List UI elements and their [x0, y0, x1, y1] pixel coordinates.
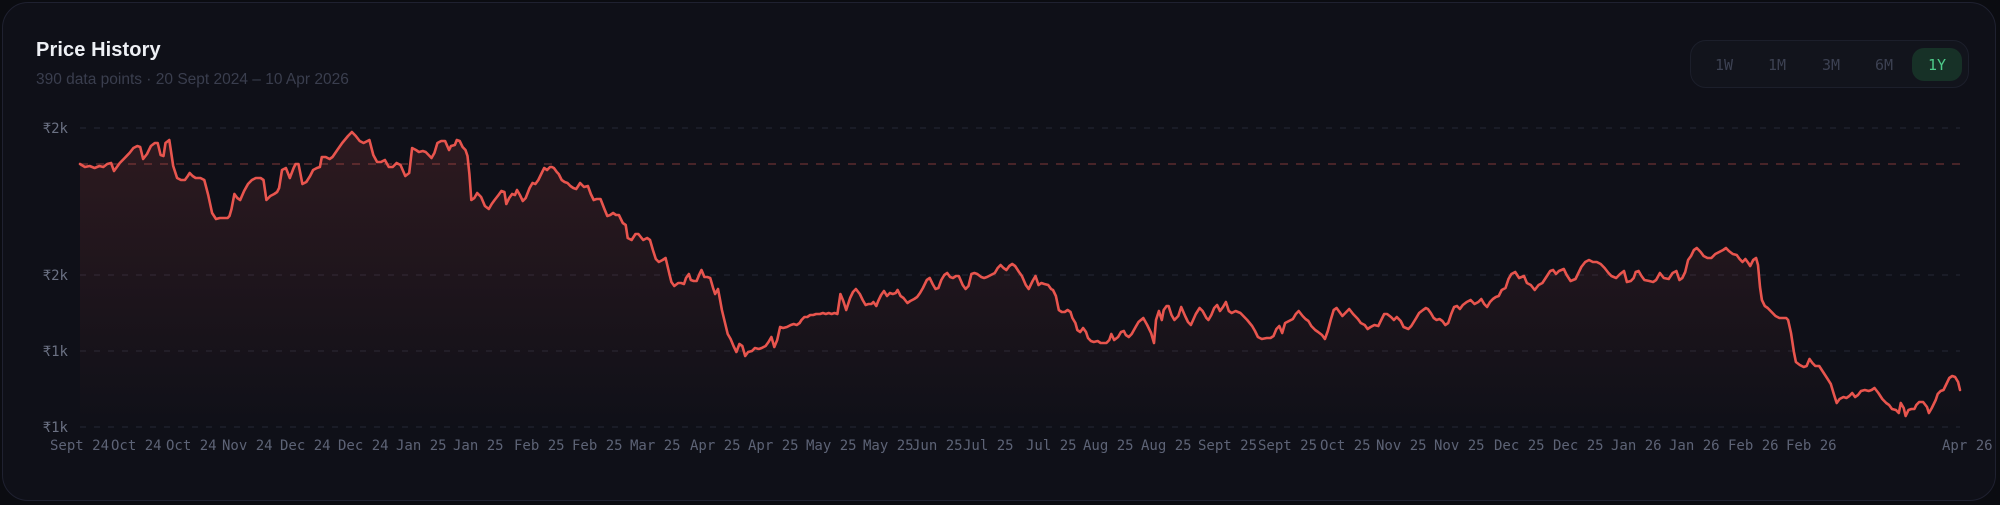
x-tick-label: Mar 25 [630, 438, 681, 454]
x-tick-label: Feb 25 [514, 438, 565, 454]
x-tick-label: Feb 26 [1786, 438, 1837, 454]
x-tick-label: Feb 26 [1728, 438, 1779, 454]
x-tick-label: May 25 [863, 438, 914, 454]
price-area [80, 132, 1960, 430]
x-tick-label: Nov 24 [222, 438, 273, 454]
x-tick-label: Jan 26 [1611, 438, 1662, 454]
range-1y-button[interactable]: 1Y [1912, 48, 1962, 81]
x-tick-label: Dec 24 [280, 438, 331, 454]
x-tick-label: Sept 24 [50, 438, 109, 454]
y-tick-label: ₹2k [43, 268, 69, 284]
chart-title: Price History [36, 39, 161, 61]
x-tick-label: Jan 25 [453, 438, 504, 454]
range-6m-button[interactable]: 6M [1874, 55, 1894, 74]
x-tick-label: Nov 25 [1434, 438, 1485, 454]
x-tick-label: Apr 26 [1942, 438, 1993, 454]
chart-subtitle: 390 data points · 20 Sept 2024 – 10 Apr … [36, 71, 349, 88]
x-tick-label: Oct 25 [1320, 438, 1371, 454]
price-line [78, 130, 1962, 418]
x-tick-label: Oct 24 [166, 438, 217, 454]
x-tick-label: Aug 25 [1083, 438, 1134, 454]
x-axis: Sept 24 Oct 24 Oct 24 Nov 24 Dec 24 Dec 24 Jan… [50, 438, 1993, 454]
x-tick-label: Jul 25 [1026, 438, 1077, 454]
x-tick-label: Oct 24 [111, 438, 162, 454]
x-tick-label: Sept 25 [1258, 438, 1317, 454]
x-tick-label: Dec 25 [1494, 438, 1545, 454]
range-1w-button[interactable]: 1W [1714, 55, 1734, 74]
x-tick-label: Jul 25 [963, 438, 1014, 454]
y-tick-label: ₹2k [43, 121, 69, 137]
y-axis: ₹2k ₹2k ₹1k ₹1k [43, 121, 69, 436]
x-tick-label: Feb 25 [572, 438, 623, 454]
x-tick-label: Aug 25 [1141, 438, 1192, 454]
range-3m-button[interactable]: 3M [1821, 55, 1841, 74]
range-selector: 1W 1M 3M 6M 1Y [1690, 40, 1969, 88]
y-tick-label: ₹1k [43, 420, 69, 436]
x-tick-label: May 25 [806, 438, 857, 454]
x-tick-label: Jan 25 [396, 438, 447, 454]
x-tick-label: Dec 25 [1553, 438, 1604, 454]
x-tick-label: Apr 25 [748, 438, 799, 454]
range-1m-button[interactable]: 1M [1767, 55, 1787, 74]
x-tick-label: Apr 25 [690, 438, 741, 454]
x-tick-label: Dec 24 [338, 438, 389, 454]
x-tick-label: Nov 25 [1376, 438, 1427, 454]
x-tick-label: Sept 25 [1198, 438, 1257, 454]
y-tick-label: ₹1k [43, 344, 69, 360]
x-tick-label: Jun 25 [912, 438, 963, 454]
x-tick-label: Jan 26 [1669, 438, 1720, 454]
